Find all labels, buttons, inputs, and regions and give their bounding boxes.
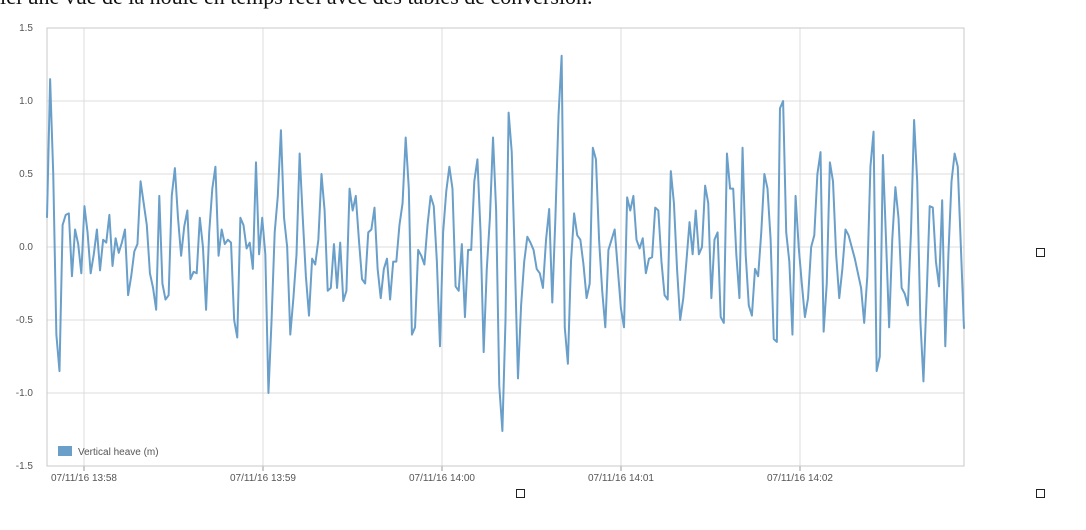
checkbox-bottom-center[interactable] [516, 489, 525, 498]
legend-label: Vertical heave (m) [78, 447, 159, 458]
y-tick-label: -1.0 [16, 388, 34, 399]
checkbox-right-top[interactable] [1036, 248, 1045, 257]
x-tick-label: 07/11/16 13:59 [230, 473, 296, 484]
y-tick-label: -0.5 [16, 315, 34, 326]
series-line-vertical-heave [46, 54, 965, 432]
x-tick-label: 07/11/16 13:58 [51, 473, 117, 484]
y-tick-label: 1.0 [19, 96, 33, 107]
y-tick-label: 1.5 [19, 23, 33, 34]
x-tick-label: 07/11/16 14:00 [409, 473, 475, 484]
x-axis-tick-labels: 07/11/16 13:58 07/11/16 13:59 07/11/16 14:… [51, 473, 833, 484]
y-axis-tick-labels: 1.5 1.0 0.5 0.0 -0.5 -1.0 -1.5 [16, 23, 34, 472]
page-heading-text: ici une vue de la houle en temps réel av… [0, 0, 1086, 10]
plot-frame [46, 27, 965, 467]
y-tick-label: -1.5 [16, 461, 34, 472]
x-tick-label: 07/11/16 14:02 [767, 473, 833, 484]
x-tick-label: 07/11/16 14:01 [588, 473, 654, 484]
legend-swatch [58, 446, 72, 456]
grid-lines [47, 27, 964, 471]
y-tick-label: 0.0 [19, 242, 33, 253]
y-tick-label: 0.5 [19, 169, 33, 180]
legend[interactable]: Vertical heave (m) [58, 446, 159, 458]
checkbox-bottom-right[interactable] [1036, 489, 1045, 498]
